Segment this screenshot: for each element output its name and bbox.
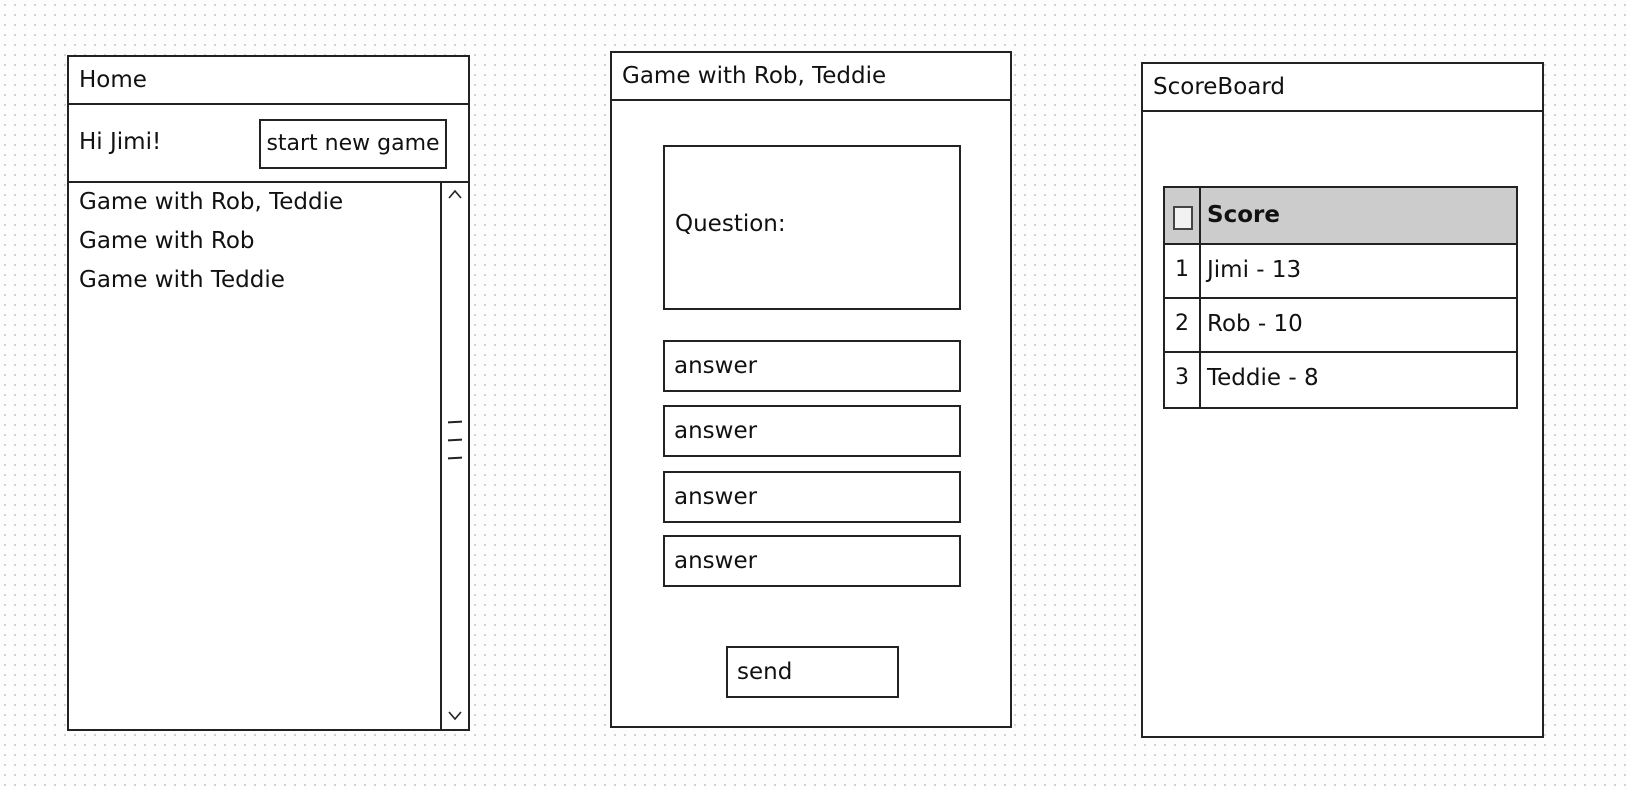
start-new-game-button[interactable]: start new game <box>259 119 447 169</box>
game-list-item[interactable]: Game with Teddie <box>79 267 285 293</box>
column-separator <box>1199 188 1201 407</box>
score-column-header: Score <box>1207 202 1280 228</box>
game-title: Game with Rob, Teddie <box>612 53 1010 101</box>
table-row: 1 Jimi - 13 <box>1165 243 1516 299</box>
home-screen: Home Hi Jimi! start new game Game with R… <box>67 55 470 731</box>
question-box: Question: <box>663 145 961 310</box>
table-row: 3 Teddie - 8 <box>1165 351 1516 405</box>
row-rank: 2 <box>1175 311 1189 336</box>
table-row: 2 Rob - 10 <box>1165 297 1516 353</box>
greeting-text: Hi Jimi! <box>79 129 162 155</box>
scoreboard-title: ScoreBoard <box>1143 64 1542 112</box>
row-score: Rob - 10 <box>1207 311 1303 337</box>
row-rank: 1 <box>1175 257 1189 282</box>
game-list-scrollbar[interactable] <box>440 183 468 729</box>
question-label: Question: <box>675 211 786 237</box>
row-score: Teddie - 8 <box>1207 365 1319 391</box>
row-rank: 3 <box>1175 365 1189 390</box>
game-screen: Game with Rob, Teddie Question: answer a… <box>610 51 1012 728</box>
score-table: Score 1 Jimi - 13 2 Rob - 10 3 Teddie - … <box>1163 186 1518 409</box>
select-all-checkbox[interactable] <box>1173 206 1193 230</box>
chevron-up-icon[interactable] <box>442 185 468 205</box>
answer-button[interactable]: answer <box>663 471 961 523</box>
chevron-down-icon[interactable] <box>442 707 468 727</box>
game-list: Game with Rob, Teddie Game with Rob Game… <box>69 181 468 729</box>
scroll-thumb[interactable] <box>448 420 462 461</box>
answer-button[interactable]: answer <box>663 340 961 392</box>
answer-button[interactable]: answer <box>663 535 961 587</box>
game-list-item[interactable]: Game with Rob, Teddie <box>79 189 344 215</box>
game-list-item[interactable]: Game with Rob <box>79 228 255 254</box>
score-table-header: Score <box>1165 188 1516 245</box>
answer-button[interactable]: answer <box>663 405 961 457</box>
scoreboard-screen: ScoreBoard Score 1 Jimi - 13 2 Rob - 10 … <box>1141 62 1544 738</box>
send-button[interactable]: send <box>726 646 899 698</box>
home-title: Home <box>69 57 468 105</box>
row-score: Jimi - 13 <box>1207 257 1302 283</box>
